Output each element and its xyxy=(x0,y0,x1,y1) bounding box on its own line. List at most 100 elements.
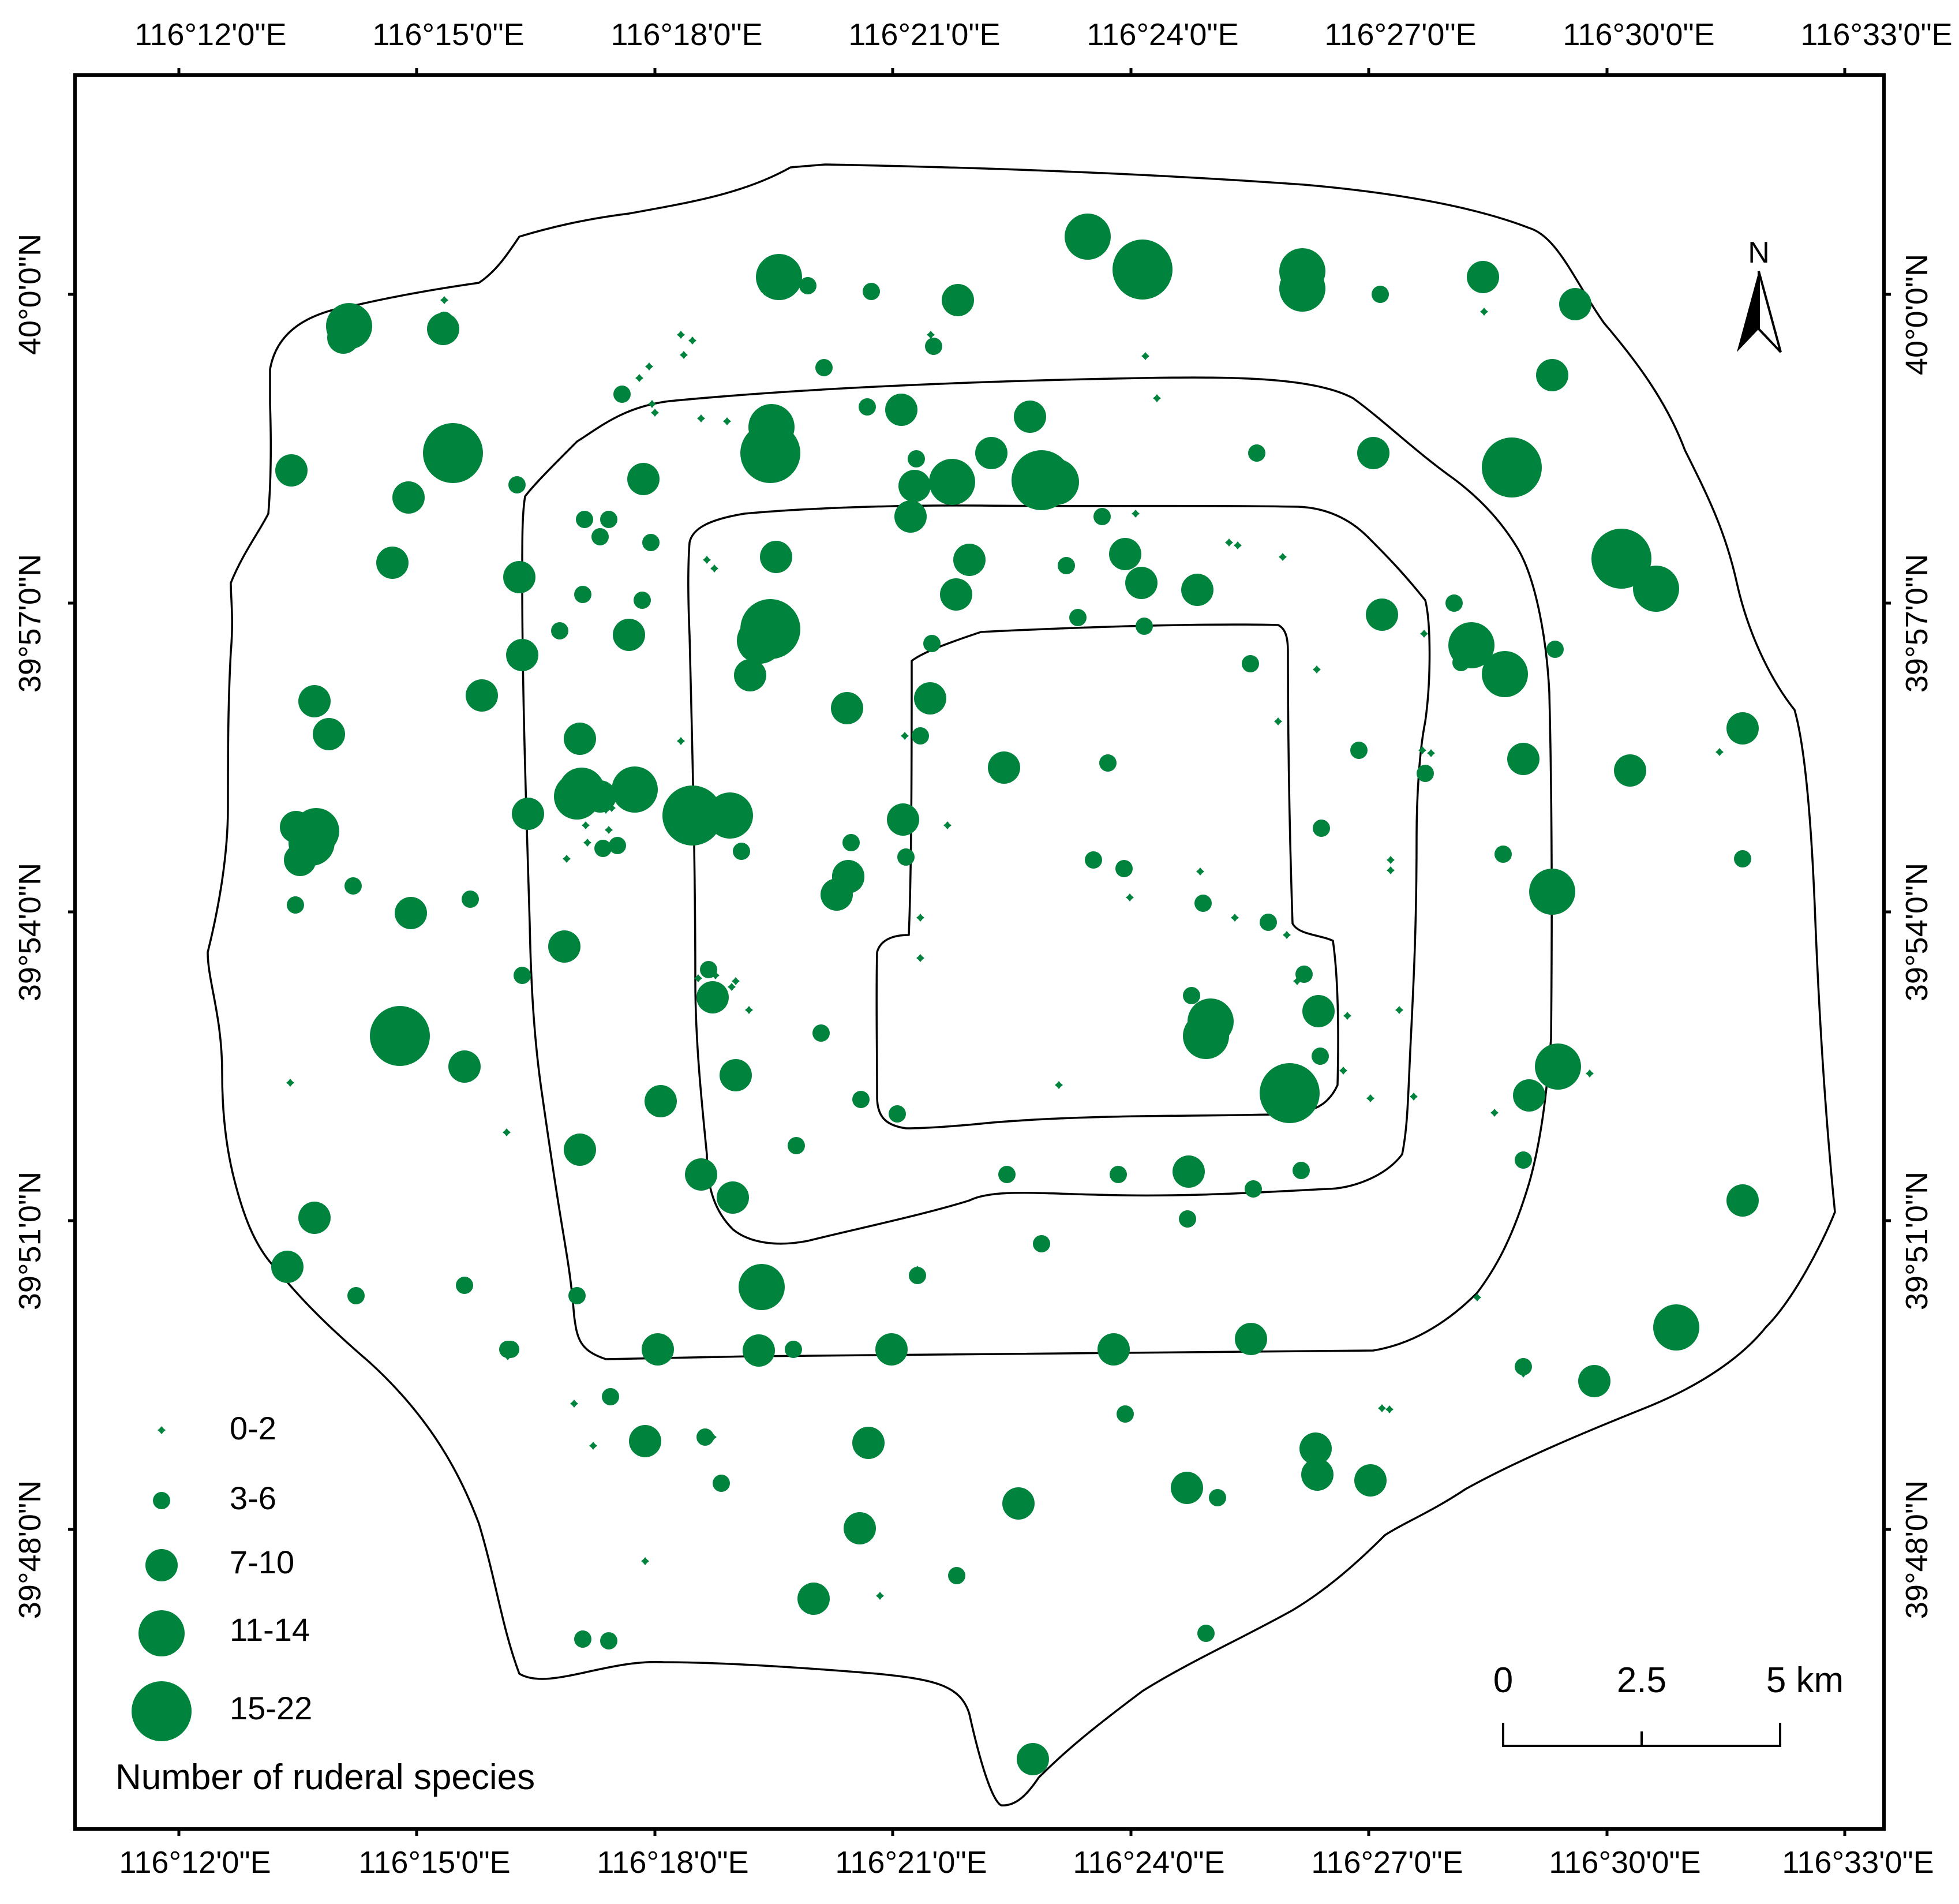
site-symbol-class-1 xyxy=(1115,860,1133,877)
site-symbol-class-1 xyxy=(1515,1151,1532,1169)
site-symbol-class-0 xyxy=(1313,665,1321,674)
site-symbol-class-0 xyxy=(286,1079,294,1087)
site-symbol-class-1 xyxy=(602,1388,619,1405)
site-symbol-class-3 xyxy=(1653,1304,1699,1351)
site-symbol-class-0 xyxy=(1387,856,1395,864)
site-symbol-class-0 xyxy=(1366,1094,1374,1102)
site-symbol-class-2 xyxy=(685,1158,717,1191)
bottom-tick-label: 116°30'0"E xyxy=(1549,1845,1700,1880)
right-tick-label: 39°57'0"N xyxy=(1900,554,1934,693)
site-symbol-class-1 xyxy=(912,727,929,745)
site-symbol-class-1 xyxy=(1085,851,1102,869)
site-symbol-class-0 xyxy=(1196,867,1204,876)
site-symbol-class-1 xyxy=(1295,966,1313,983)
left-tick-label: 40°0'0"N xyxy=(13,234,47,355)
top-tick-label: 116°15'0"E xyxy=(372,17,524,52)
site-symbol-class-0 xyxy=(645,362,653,371)
site-symbol-class-2 xyxy=(1125,567,1158,599)
site-symbol-class-0 xyxy=(503,1128,511,1136)
bottom-tick-label: 116°27'0"E xyxy=(1311,1845,1463,1880)
legend-symbol-class-0 xyxy=(158,1426,166,1434)
outer-boundary xyxy=(207,163,1836,1806)
site-symbol-class-3 xyxy=(929,459,975,505)
site-symbol-class-2 xyxy=(1559,288,1591,320)
site-symbol-class-1 xyxy=(600,1632,617,1649)
site-symbol-class-2 xyxy=(1578,1365,1610,1397)
site-symbol-class-0 xyxy=(651,409,659,417)
top-tick-label: 116°33'0"E xyxy=(1800,17,1952,52)
right-tick-label: 40°0'0"N xyxy=(1900,254,1934,375)
top-tick-label: 116°24'0"E xyxy=(1087,17,1238,52)
site-symbol-class-2 xyxy=(942,284,974,316)
site-symbol-class-4 xyxy=(423,423,483,483)
top-tick-labels: 116°12'0"E 116°15'0"E 116°18'0"E 116°21'… xyxy=(134,17,1952,52)
site-symbol-class-2 xyxy=(744,1271,777,1303)
site-symbol-class-3 xyxy=(1033,459,1079,505)
site-symbol-class-3 xyxy=(1279,265,1325,312)
map-frame xyxy=(73,73,1886,1831)
site-symbol-class-3 xyxy=(737,618,783,664)
site-symbol-class-1 xyxy=(1494,846,1512,863)
site-symbol-class-2 xyxy=(1098,1333,1130,1366)
site-symbol-class-4 xyxy=(1113,240,1173,300)
site-symbol-class-0 xyxy=(1480,308,1488,316)
site-symbol-class-2 xyxy=(1614,754,1646,787)
left-tick-label: 39°48'0"N xyxy=(13,1480,47,1619)
site-symbol-class-2 xyxy=(734,659,766,691)
site-symbol-class-2 xyxy=(875,1333,908,1366)
site-symbol-class-2 xyxy=(975,437,1007,469)
site-symbol-class-2 xyxy=(763,264,795,296)
site-symbols xyxy=(271,214,1759,1775)
site-symbol-class-1 xyxy=(788,1137,805,1154)
site-symbol-class-0 xyxy=(1473,1293,1481,1301)
legend-title: Number of ruderal species xyxy=(115,1757,535,1797)
top-tick-label: 116°30'0"E xyxy=(1563,17,1714,52)
site-symbol-class-1 xyxy=(1194,895,1212,912)
site-symbol-class-1 xyxy=(1350,742,1368,759)
site-symbol-class-0 xyxy=(1274,717,1282,725)
site-symbol-class-0 xyxy=(1279,553,1287,561)
site-symbol-class-1 xyxy=(1734,850,1751,867)
site-symbol-class-1 xyxy=(998,1166,1016,1183)
site-symbol-class-0 xyxy=(723,417,731,425)
site-symbol-class-2 xyxy=(887,803,919,836)
site-symbol-class-2 xyxy=(448,1050,481,1083)
site-symbol-class-0 xyxy=(1211,1005,1219,1013)
site-symbol-class-2 xyxy=(327,321,359,354)
site-symbol-class-2 xyxy=(743,1334,775,1367)
site-symbol-class-1 xyxy=(1058,557,1075,574)
site-symbol-class-3 xyxy=(1535,1043,1581,1090)
site-symbol-class-1 xyxy=(812,1024,830,1042)
site-symbol-class-2 xyxy=(844,1512,876,1544)
site-symbol-class-2 xyxy=(760,541,792,573)
site-symbol-class-2 xyxy=(313,718,345,750)
site-symbol-class-1 xyxy=(1136,618,1153,635)
site-symbol-class-1 xyxy=(551,622,568,639)
site-symbol-class-0 xyxy=(440,296,448,304)
site-symbol-class-1 xyxy=(1179,1210,1196,1228)
site-symbol-class-1 xyxy=(863,283,880,300)
site-symbol-class-1 xyxy=(713,1475,730,1492)
bottom-tick-label: 116°15'0"E xyxy=(358,1845,510,1880)
legend-symbol-class-4 xyxy=(132,1681,192,1741)
site-symbol-class-0 xyxy=(608,804,616,812)
site-symbol-class-2 xyxy=(831,692,863,724)
site-symbol-class-1 xyxy=(1245,1180,1262,1198)
site-symbol-class-2 xyxy=(1299,1432,1332,1465)
site-symbol-class-1 xyxy=(696,1428,714,1446)
site-symbol-class-1 xyxy=(948,1567,965,1584)
site-symbol-class-1 xyxy=(1093,508,1111,525)
site-symbol-class-1 xyxy=(1293,1162,1310,1179)
site-symbol-class-0 xyxy=(1132,510,1140,518)
site-symbol-class-1 xyxy=(1515,1358,1532,1375)
site-symbol-class-2 xyxy=(894,500,927,533)
bottom-tick-label: 116°12'0"E xyxy=(119,1845,271,1880)
site-symbol-class-1 xyxy=(1197,1625,1215,1642)
legend-symbol-class-3 xyxy=(138,1610,185,1656)
site-symbol-class-2 xyxy=(548,930,580,963)
site-symbol-class-0 xyxy=(694,974,702,982)
site-symbol-class-0 xyxy=(703,556,711,564)
site-symbol-class-0 xyxy=(504,1352,512,1360)
left-tick-labels: 40°0'0"N 39°57'0"N 39°54'0"N 39°51'0"N 3… xyxy=(13,234,47,1619)
site-symbol-class-3 xyxy=(554,773,600,820)
